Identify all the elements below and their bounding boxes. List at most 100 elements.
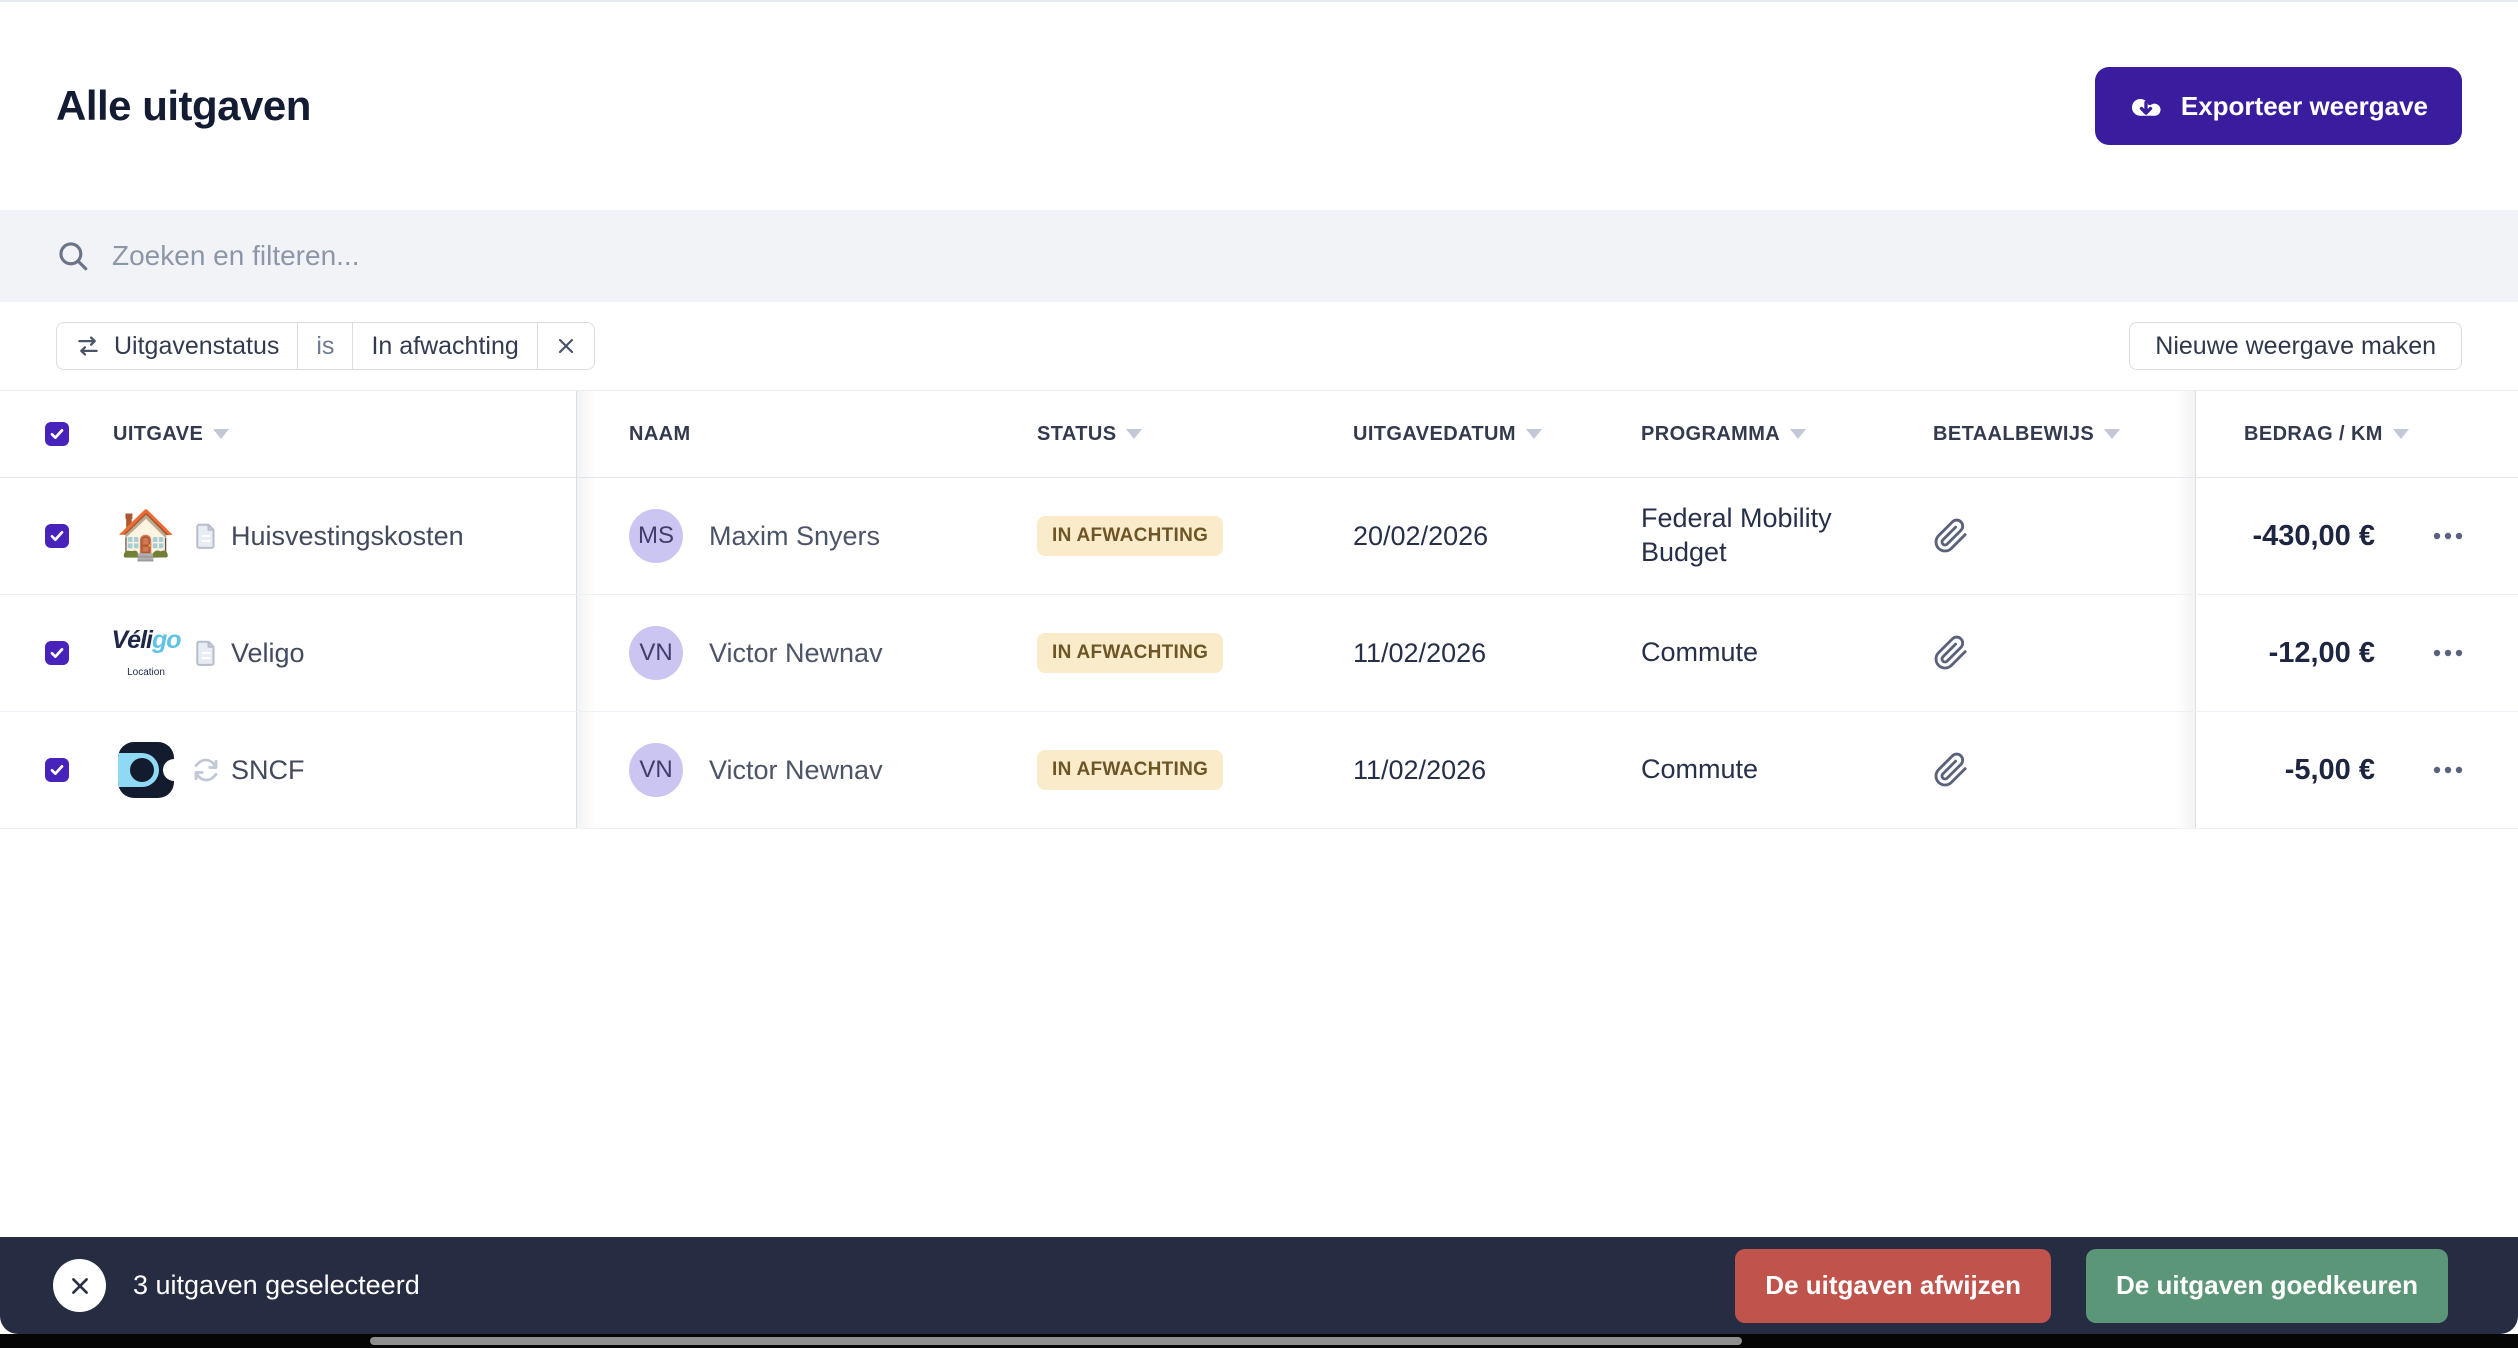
cell-receipt [1933,595,2195,711]
paperclip-icon[interactable] [1933,518,1969,554]
table-header: UITGAVE NAAM STATUS UITGAVEDATUM PROGRAM… [0,390,2518,478]
row-checkbox[interactable] [45,524,69,548]
cell-receipt [1933,712,2195,828]
approve-expenses-button[interactable]: De uitgaven goedkeuren [2086,1248,2448,1323]
document-icon [191,638,221,668]
clear-selection-button[interactable] [53,1259,106,1312]
sync-icon [191,755,221,785]
cell-expense: SNCF [0,712,596,828]
export-view-label: Exporteer weergave [2180,90,2428,121]
cell-date: 11/02/2026 [1353,712,1641,828]
amount-value: -430,00 € [2252,519,2375,552]
status-badge: IN AFWACHTING [1037,750,1224,790]
swap-icon [75,333,101,359]
export-view-button[interactable]: Exporteer weergave [2094,67,2462,145]
cell-receipt [1933,478,2195,594]
cell-amount: -5,00 € [2176,712,2518,828]
search-input[interactable] [112,240,2462,272]
column-label: PROGRAMMA [1641,422,1781,445]
checkmark-icon [50,648,64,658]
filter-operator-label: is [316,331,335,360]
merchant-logo-sncf [118,742,174,798]
header-cell-expense[interactable]: UITGAVE [0,391,596,477]
expense-date: 11/02/2026 [1353,754,1487,785]
program-label: Commute [1641,637,1759,668]
ellipsis-icon [2433,532,2463,540]
cell-expense: 🏠 Huisvestingskosten [0,478,596,594]
paperclip-icon[interactable] [1933,752,1969,788]
avatar: VN [629,743,683,797]
amount-value: -5,00 € [2284,753,2375,786]
employee-name: Victor Newnav [709,637,883,668]
merchant-logo-house: 🏠 [116,509,176,562]
header-cell-date[interactable]: UITGAVEDATUM [1353,391,1641,477]
sort-caret-icon [1126,429,1143,439]
cell-amount: -430,00 € [2176,478,2518,594]
cell-name: VN Victor Newnav [577,595,1037,711]
cloud-download-icon [2129,92,2163,120]
new-view-button[interactable]: Nieuwe weergave maken [2129,322,2462,370]
cell-status: IN AFWACHTING [1037,712,1353,828]
employee-name: Victor Newnav [709,754,883,785]
row-checkbox[interactable] [45,758,69,782]
ellipsis-icon [2433,766,2463,774]
selection-action-bar: 3 uitgaven geselecteerd De uitgaven afwi… [0,1237,2518,1334]
row-menu-button[interactable] [2433,532,2463,540]
column-label: BEDRAG / KM [2244,422,2383,445]
cell-program: Commute [1641,595,1933,711]
sort-caret-icon [1525,429,1542,439]
selection-count-text: 3 uitgaven geselecteerd [133,1270,420,1300]
column-label: UITGAVEDATUM [1353,422,1516,445]
status-badge: IN AFWACHTING [1037,516,1224,556]
filter-remove-button[interactable] [538,323,594,369]
table-empty-area [0,829,2518,1237]
table-row[interactable]: 🏠 Huisvestingskosten MS Maxim Snyers IN … [0,478,2518,595]
cell-name: VN Victor Newnav [577,712,1037,828]
program-label: Federal Mobility Budget [1641,503,1832,567]
expense-label: SNCF [231,754,305,785]
sort-caret-icon [2104,429,2121,439]
checkmark-icon [50,429,64,439]
select-all-checkbox[interactable] [45,422,69,446]
cell-date: 11/02/2026 [1353,595,1641,711]
column-label: NAAM [629,422,691,445]
header-cell-status[interactable]: STATUS [1037,391,1353,477]
row-menu-button[interactable] [2433,649,2463,657]
expense-date: 20/02/2026 [1353,520,1489,551]
sort-caret-icon [1790,429,1807,439]
table-row[interactable]: SNCF VN Victor Newnav IN AFWACHTING 11/0… [0,712,2518,829]
cell-program: Commute [1641,712,1933,828]
expense-label: Huisvestingskosten [231,520,464,551]
filter-operator-segment[interactable]: is [298,323,354,369]
row-menu-button[interactable] [2433,766,2463,774]
amount-value: -12,00 € [2268,636,2375,669]
page-header: Alle uitgaven Exporteer weergave [0,0,2518,210]
page-title: Alle uitgaven [56,82,311,129]
filter-bar: Uitgavenstatus is In afwachting Nieuwe w… [0,302,2518,390]
cell-program: Federal Mobility Budget [1641,478,1933,594]
column-label: UITGAVE [113,422,204,445]
sort-caret-icon [213,429,230,439]
row-checkbox[interactable] [45,641,69,665]
cell-name: MS Maxim Snyers [577,478,1037,594]
header-cell-program[interactable]: PROGRAMMA [1641,391,1933,477]
close-icon [71,1277,88,1294]
header-cell-name[interactable]: NAAM [577,391,1037,477]
header-cell-receipt[interactable]: BETAALBEWIJS [1933,391,2195,477]
horizontal-scrollbar[interactable] [370,1337,1742,1345]
avatar: MS [629,509,683,563]
filter-value-label: In afwachting [371,331,519,360]
header-cell-amount[interactable]: BEDRAG / KM [2176,391,2518,477]
program-label: Commute [1641,754,1759,785]
filter-field-segment[interactable]: Uitgavenstatus [57,323,299,369]
paperclip-icon[interactable] [1933,635,1969,671]
table-row[interactable]: Véligo Location Veligo VN Victor Newnav … [0,595,2518,712]
reject-expenses-button[interactable]: De uitgaven afwijzen [1735,1248,2052,1323]
cell-amount: -12,00 € [2176,595,2518,711]
cell-date: 20/02/2026 [1353,478,1641,594]
bottom-edge [0,1334,2518,1348]
employee-name: Maxim Snyers [709,520,881,551]
filter-value-segment[interactable]: In afwachting [353,323,538,369]
close-icon [556,336,576,356]
